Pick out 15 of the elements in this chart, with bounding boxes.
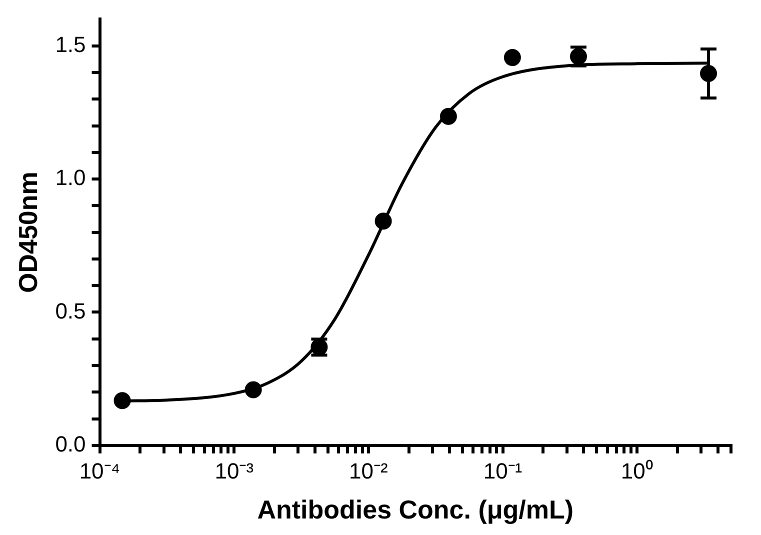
point bbox=[504, 49, 521, 66]
point bbox=[374, 212, 392, 230]
point bbox=[440, 108, 457, 125]
x-tick-label: 10⁻² bbox=[349, 458, 388, 484]
y-tick-label: 1.0 bbox=[55, 165, 86, 190]
x-tick-label: 10⁻¹ bbox=[483, 458, 522, 484]
y-tick-label: 0.0 bbox=[55, 431, 86, 456]
point bbox=[244, 381, 262, 398]
y-tick-label: 1.5 bbox=[55, 32, 86, 57]
x-tick-label: 10⁻⁴ bbox=[79, 458, 120, 484]
x-tick-label: 10⁰ bbox=[620, 458, 654, 484]
y-tick-label: 0.5 bbox=[55, 298, 86, 324]
x-axis-title: Antibodies Conc. (μg/mL) bbox=[257, 494, 574, 525]
y-axis-title: OD450nm bbox=[12, 172, 43, 293]
x-tick-label: 10⁻³ bbox=[214, 458, 254, 484]
